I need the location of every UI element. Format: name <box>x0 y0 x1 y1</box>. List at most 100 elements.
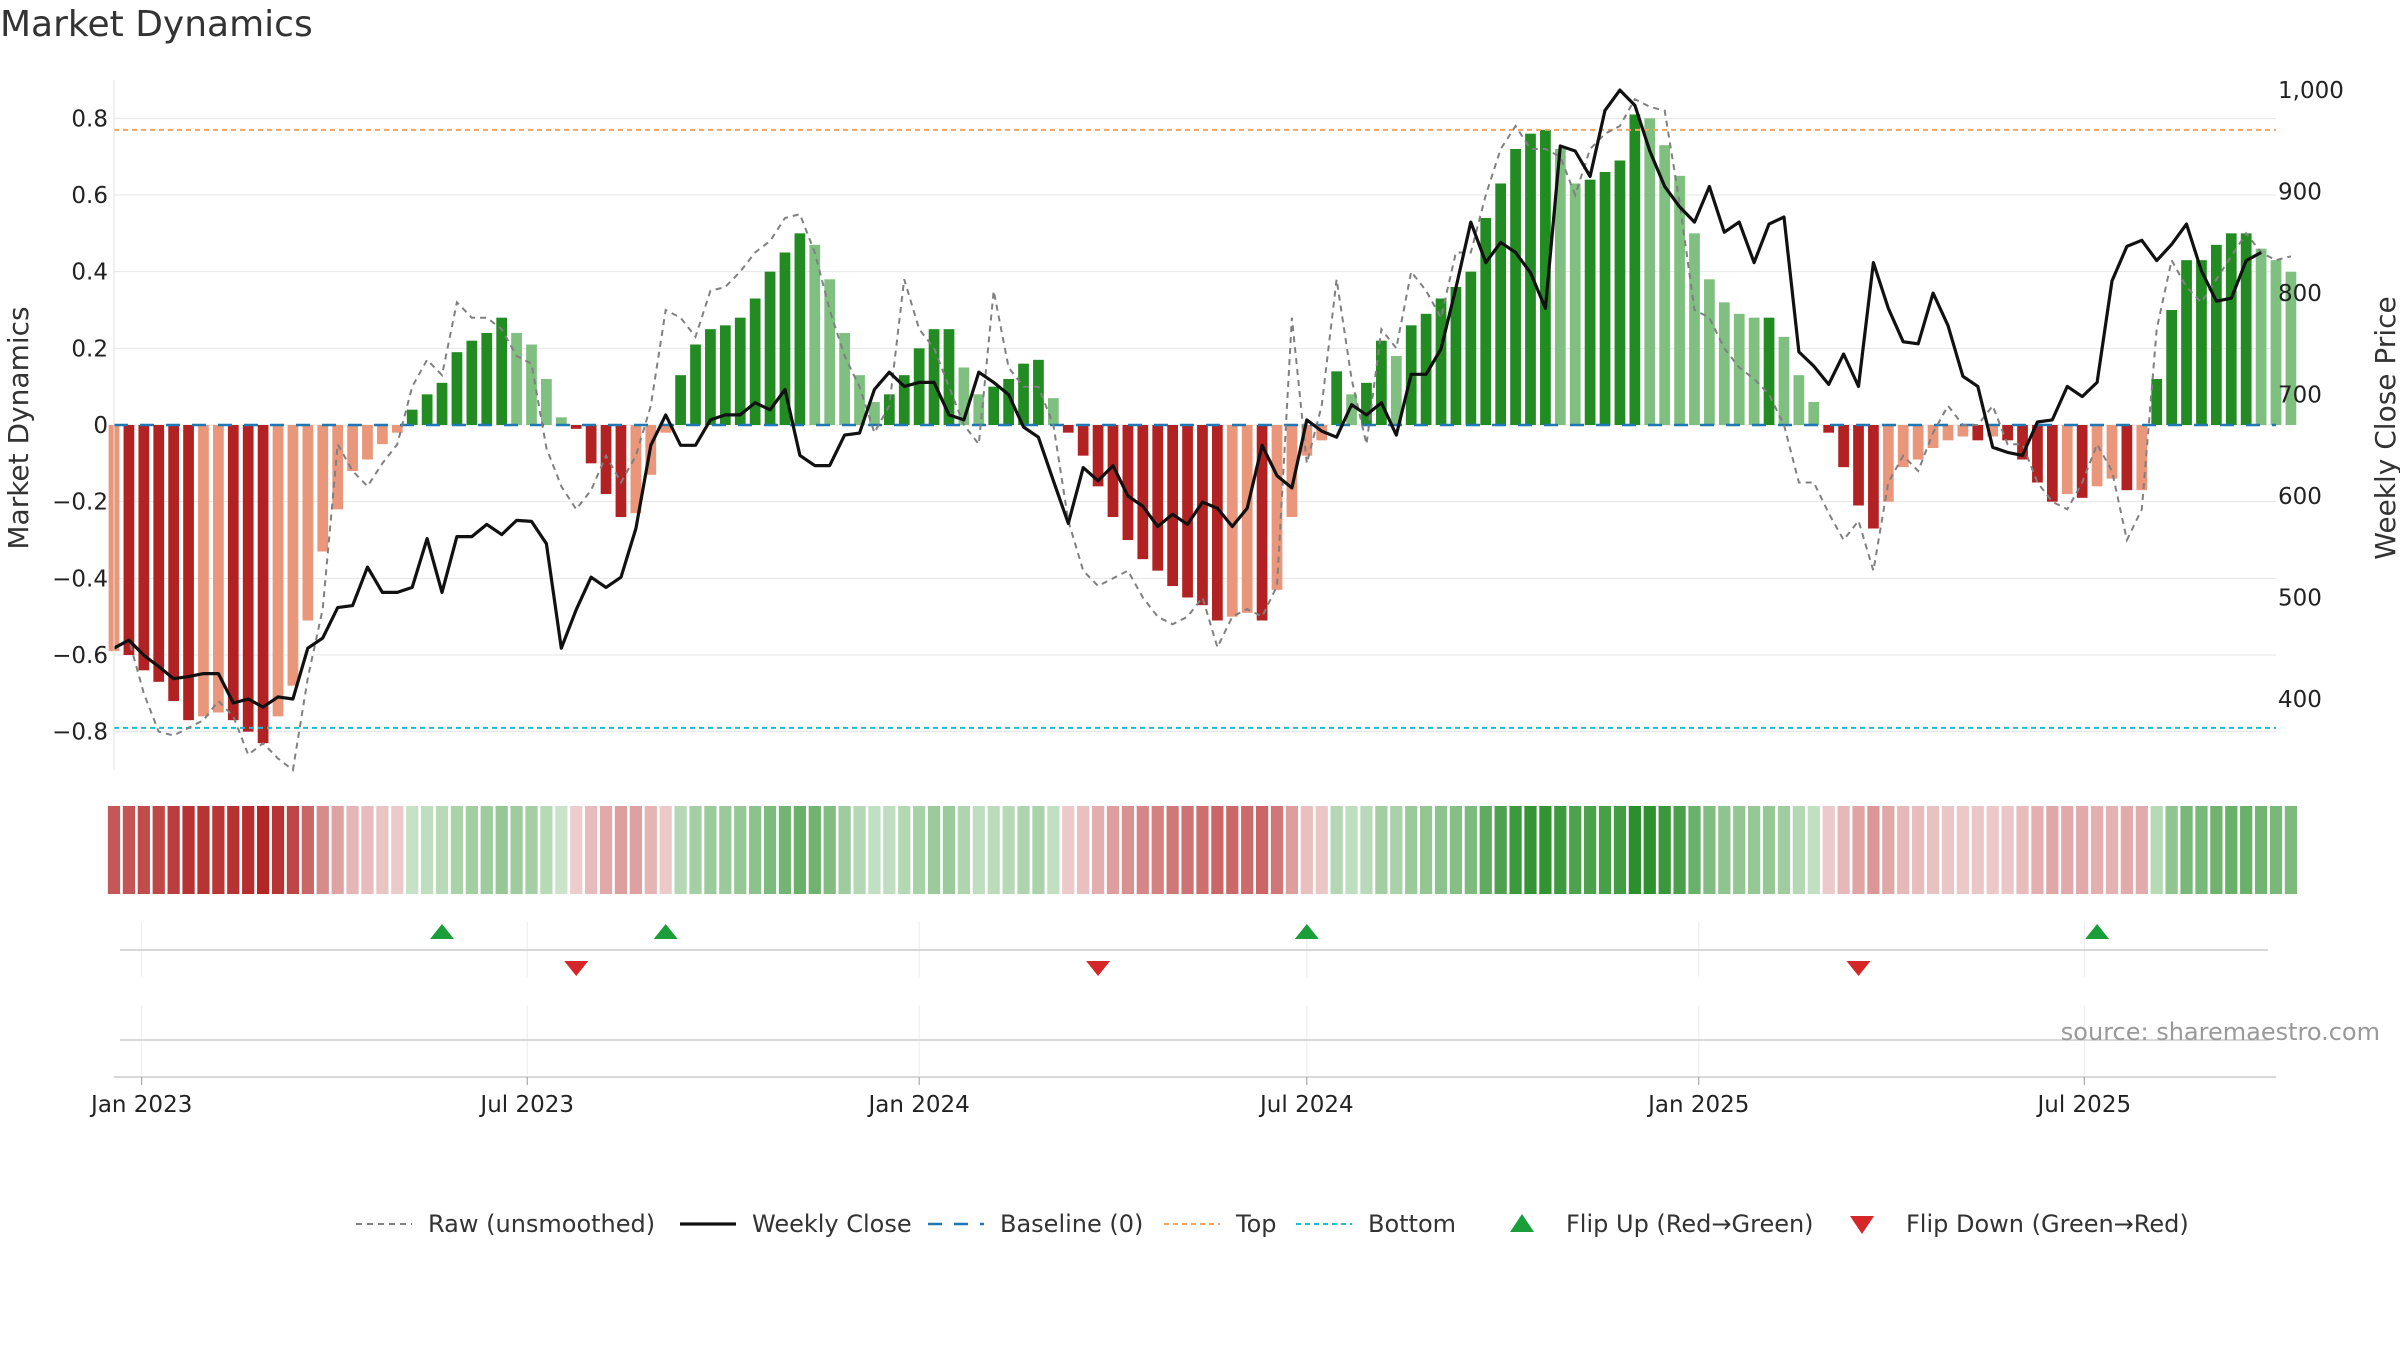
y-left-tick-label: 0.2 <box>71 336 108 362</box>
regime-cell <box>1315 806 1328 894</box>
dynamics-bar <box>168 425 180 701</box>
dynamics-bar <box>675 375 686 425</box>
regime-cell <box>1867 806 1880 894</box>
chart-title: Market Dynamics <box>0 4 313 45</box>
dynamics-bar <box>1554 149 1566 425</box>
regime-cell <box>242 806 255 894</box>
y-left-tick-label: 0 <box>93 413 108 439</box>
y-left-tick-label: −0.2 <box>52 490 108 516</box>
regime-cell <box>1986 806 1999 894</box>
regime-cell <box>2210 806 2223 894</box>
regime-cell <box>1524 806 1537 894</box>
regime-cell <box>2016 806 2029 894</box>
regime-cell <box>256 806 270 894</box>
dynamics-bar <box>1584 179 1596 425</box>
regime-cell <box>987 806 1000 894</box>
dynamics-bar <box>2017 425 2028 460</box>
dynamics-bar <box>198 425 209 717</box>
regime-cell <box>1181 806 1194 894</box>
dynamics-bar <box>1868 425 1879 529</box>
regime-cell <box>1345 806 1358 894</box>
flip-up-marker <box>1294 924 1319 939</box>
dynamics-bar <box>2106 425 2118 479</box>
dynamics-bar <box>2136 425 2148 491</box>
regime-cell <box>1941 806 1955 894</box>
dynamics-bar <box>2210 244 2222 425</box>
dynamics-bar <box>1674 175 1685 425</box>
dynamics-bar <box>332 425 344 510</box>
dynamics-bar <box>2151 379 2163 425</box>
dynamics-bar <box>555 417 567 425</box>
regime-cell <box>1569 806 1582 894</box>
regime-cell <box>2061 806 2074 894</box>
dynamics-bar <box>153 425 165 682</box>
regime-cell <box>301 806 314 894</box>
dynamics-bar <box>1733 313 1745 425</box>
regime-cell <box>2284 806 2298 894</box>
x-tick-label: Jan 2025 <box>1646 1092 1749 1118</box>
regime-cell <box>1106 806 1120 894</box>
dynamics-bar <box>988 386 1000 425</box>
dynamics-bar <box>1018 363 1029 425</box>
legend-label: Top <box>1235 1210 1277 1238</box>
dynamics-bar <box>2091 425 2103 487</box>
dynamics-bar <box>928 329 940 425</box>
regime-cell <box>749 806 762 894</box>
regime-cell <box>1047 806 1060 894</box>
regime-cell <box>2269 806 2283 894</box>
dynamics-bar <box>2166 310 2177 425</box>
dynamics-bar <box>570 425 582 429</box>
dynamics-bar <box>1092 425 1104 487</box>
flip-up-marker <box>2085 924 2110 939</box>
regime-cell <box>2240 806 2253 894</box>
legend-label: Bottom <box>1368 1210 1456 1238</box>
dynamics-bar <box>1853 425 1864 506</box>
dynamics-bar <box>1972 425 1984 441</box>
regime-cell <box>2076 806 2089 894</box>
legend-label: Raw (unsmoothed) <box>428 1210 655 1238</box>
dynamics-bar <box>1644 118 1656 425</box>
dynamics-bar <box>854 375 865 425</box>
dynamics-bar <box>481 333 493 425</box>
regime-cell <box>1464 806 1477 894</box>
dynamics-bar <box>2270 260 2282 425</box>
dynamics-bar <box>1301 425 1313 456</box>
regime-cell <box>704 806 717 894</box>
regime-cell <box>1449 806 1463 894</box>
dynamics-bar <box>883 394 895 425</box>
dynamics-bar <box>1122 425 1134 540</box>
dynamics-bar <box>734 317 746 425</box>
regime-cell <box>1822 806 1835 894</box>
dynamics-bar <box>287 425 299 686</box>
x-tick-label: Jul 2024 <box>1258 1092 1354 1118</box>
dynamics-bar <box>1704 279 1715 425</box>
regime-cell <box>1792 806 1805 894</box>
regime-cell <box>1539 806 1552 894</box>
regime-cell <box>1703 806 1716 894</box>
regime-cell <box>1255 806 1269 894</box>
dynamics-bar <box>183 425 194 721</box>
regime-cell <box>1807 806 1820 894</box>
dynamics-bar <box>719 325 731 425</box>
regime-cell <box>286 806 300 894</box>
dynamics-bar <box>1376 340 1387 425</box>
regime-cell <box>2195 806 2208 894</box>
dynamics-bar <box>2225 233 2237 425</box>
dynamics-bar <box>1331 371 1343 425</box>
dynamics-bar <box>391 425 403 433</box>
dynamics-bar <box>1987 425 1999 437</box>
regime-cell <box>674 806 687 894</box>
regime-cell <box>480 806 493 894</box>
dynamics-bar <box>362 425 373 460</box>
regime-cell <box>689 806 702 894</box>
dynamics-bar <box>1927 425 1939 448</box>
regime-cell <box>1643 806 1656 894</box>
dynamics-bar <box>123 425 135 655</box>
regime-cell <box>316 806 329 894</box>
regime-cell <box>1852 806 1865 894</box>
dynamics-bar <box>1137 425 1149 560</box>
dynamics-bar <box>1241 425 1253 613</box>
regime-cell <box>1897 806 1910 894</box>
dynamics-bar <box>1167 425 1179 586</box>
regime-cell <box>122 806 136 894</box>
